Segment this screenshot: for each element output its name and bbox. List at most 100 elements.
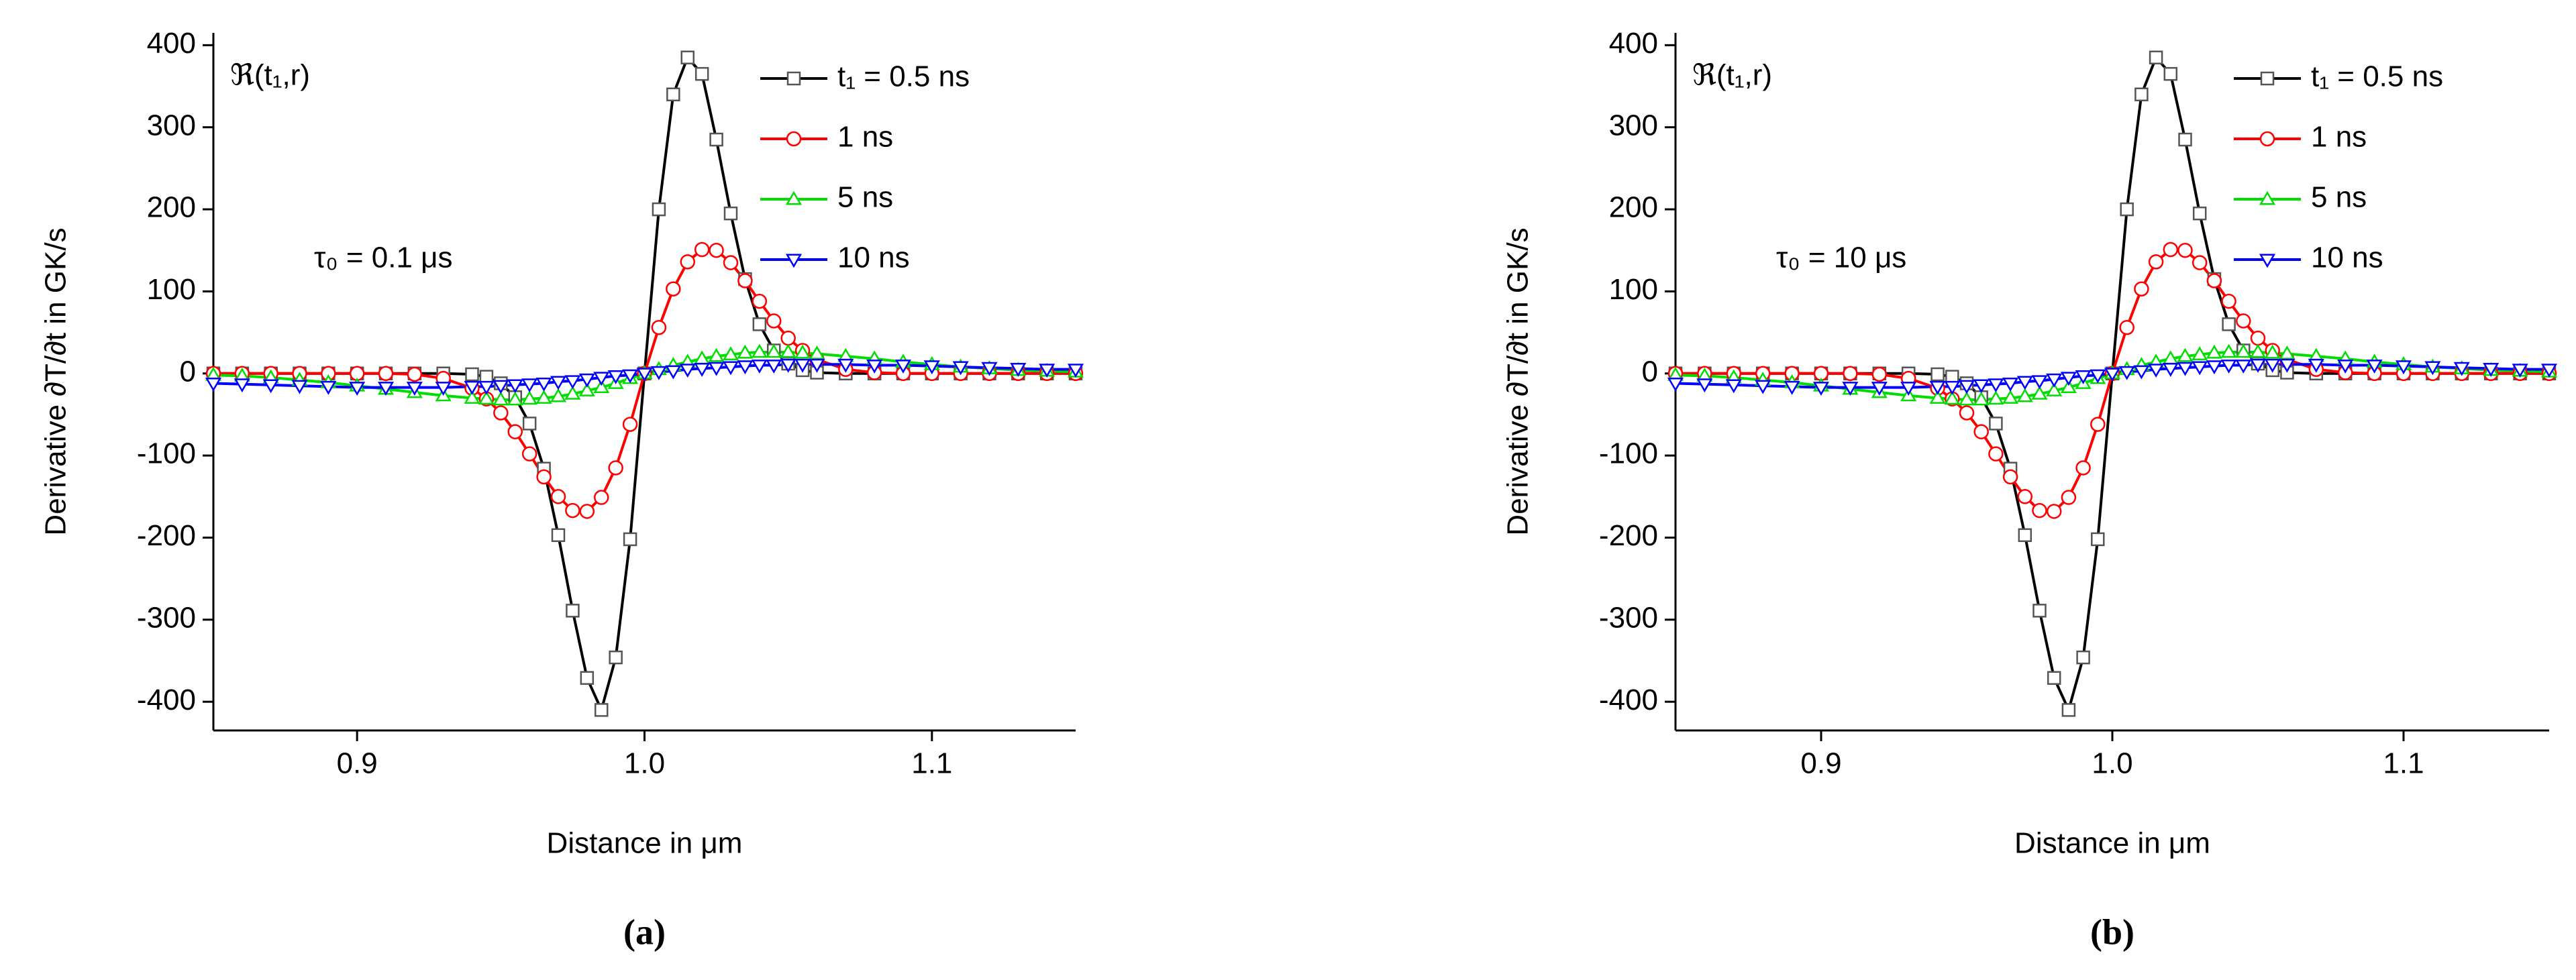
point [2220, 360, 2237, 374]
point [507, 391, 523, 406]
point [650, 366, 667, 380]
point [679, 364, 696, 378]
y-axis-label: Derivative ∂T/∂t in GK/s [40, 227, 72, 535]
point [507, 424, 523, 439]
point [2206, 344, 2222, 359]
point [2337, 360, 2354, 374]
point [780, 330, 796, 346]
point [722, 346, 739, 361]
point [579, 504, 595, 519]
point [2250, 330, 2266, 346]
point [794, 358, 811, 373]
point [2279, 358, 2296, 373]
point [594, 490, 609, 505]
y-tick-label: -200 [137, 519, 196, 552]
point [652, 202, 666, 217]
point [723, 206, 738, 221]
point [780, 343, 796, 358]
x-tick-label: 1.0 [2092, 747, 2132, 780]
point [2249, 343, 2267, 358]
legend-label: 5 ns [2311, 181, 2367, 214]
y-axis-label: Derivative ∂T/∂t in GK/s [1502, 227, 1535, 535]
point [2060, 379, 2077, 394]
point [636, 368, 653, 382]
point [2119, 319, 2134, 335]
point [493, 380, 509, 394]
point [1812, 382, 1830, 396]
point [2002, 377, 2019, 392]
point [507, 379, 523, 394]
point [1784, 380, 1800, 395]
point [2031, 385, 2048, 400]
point [737, 344, 754, 359]
legend-marker [786, 131, 802, 147]
point [1900, 382, 1917, 396]
point [2002, 390, 2019, 404]
point [2002, 469, 2018, 485]
annotation: ℜ(t₁,r) [230, 59, 310, 92]
point [2366, 360, 2383, 374]
x-axis-label: Distance in μm [2014, 827, 2210, 860]
point [622, 417, 638, 432]
point [809, 358, 825, 373]
point [666, 87, 680, 102]
annotation: τ₀ = 0.1 μs [314, 241, 453, 274]
point [2177, 362, 2194, 376]
point [1696, 378, 1713, 393]
point [566, 604, 580, 618]
point [493, 405, 509, 421]
point [2163, 241, 2179, 258]
point [1989, 417, 2003, 431]
point [205, 377, 222, 392]
panel-label: (a) [623, 912, 666, 952]
point [550, 489, 566, 504]
point [1067, 364, 1084, 378]
point [1944, 390, 1961, 405]
legend-label: 1 ns [2311, 121, 2367, 154]
point [1959, 405, 1975, 421]
point [2192, 361, 2208, 376]
legend-label: 5 ns [837, 181, 893, 214]
point [2249, 358, 2267, 373]
point [2206, 273, 2222, 288]
point [722, 361, 739, 376]
point [607, 370, 624, 384]
y-tick-label: 0 [1642, 355, 1658, 388]
point [2264, 344, 2281, 359]
point [478, 390, 495, 405]
point [550, 388, 567, 402]
point [320, 380, 337, 395]
point [2046, 382, 2063, 396]
point [593, 379, 610, 394]
y-tick-label: 300 [1609, 109, 1658, 142]
point [1871, 382, 1888, 396]
point [2148, 254, 2164, 270]
point [1929, 390, 1946, 404]
point [680, 50, 694, 64]
point [694, 362, 711, 377]
point [952, 361, 969, 376]
point [2279, 345, 2296, 360]
point [1667, 377, 1684, 392]
legend-marker [785, 254, 803, 268]
point [1842, 382, 1859, 396]
point [2395, 360, 2412, 375]
point [535, 377, 552, 392]
point [623, 532, 637, 547]
point [2017, 489, 2033, 504]
point [723, 255, 739, 270]
point [694, 241, 710, 258]
legend-marker [785, 190, 803, 205]
point [2206, 360, 2222, 375]
x-tick-label: 1.1 [2383, 747, 2424, 780]
point [564, 375, 581, 390]
point [2221, 293, 2236, 309]
point [2046, 373, 2063, 388]
point [2047, 671, 2061, 685]
y-tick-label: -100 [1599, 437, 1658, 470]
point [2060, 372, 2077, 386]
y-tick-label: 0 [180, 355, 196, 388]
y-tick-label: 400 [147, 27, 196, 60]
point [2090, 369, 2106, 384]
